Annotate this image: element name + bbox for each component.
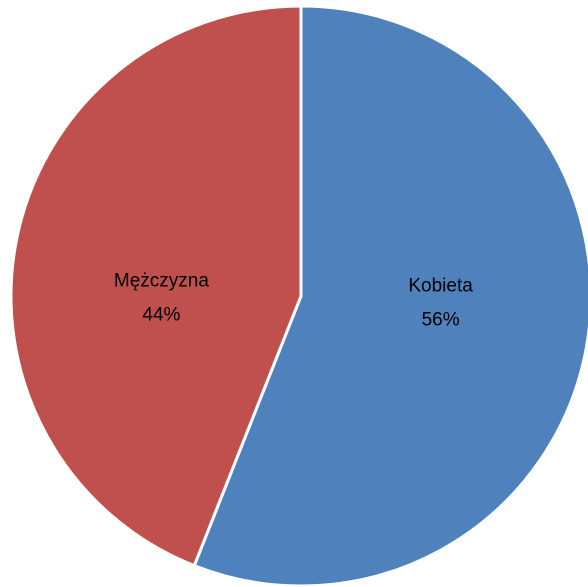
slice-category-label: Mężczyzna xyxy=(114,270,209,291)
pie-slice xyxy=(9,4,303,568)
slice-value-label: 56% xyxy=(422,310,460,331)
slice-value-label: 44% xyxy=(142,304,180,325)
pie-slice xyxy=(192,4,588,587)
slice-category-label: Kobieta xyxy=(408,276,473,297)
